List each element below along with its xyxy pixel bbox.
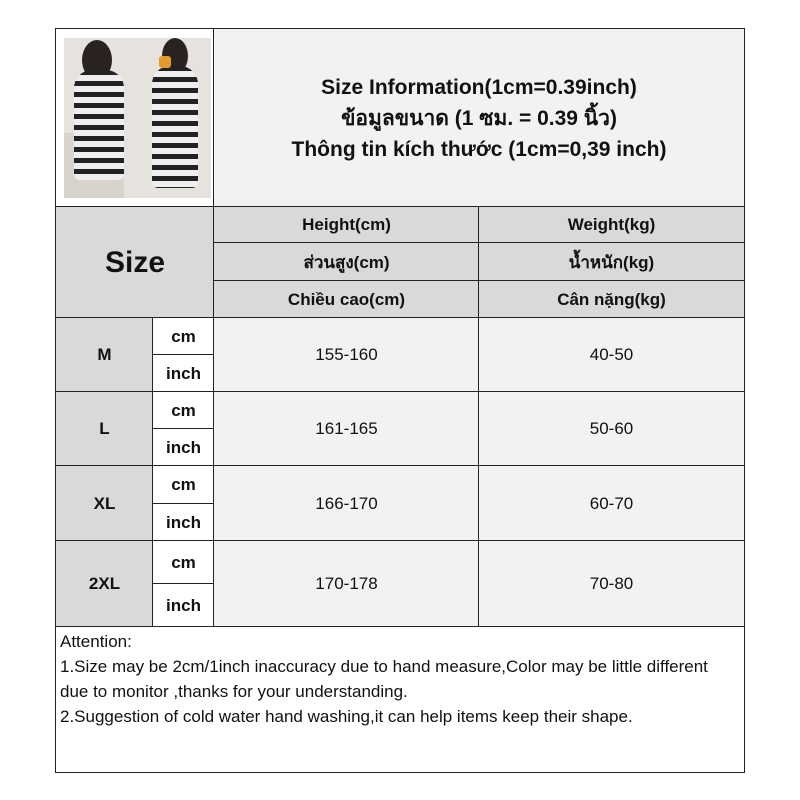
title-english: Size Information(1cm=0.39inch) (321, 75, 637, 99)
height-value-xl: 166-170 (213, 465, 480, 542)
unit-cm: cm (152, 540, 215, 585)
size-cell-m: M (55, 317, 154, 393)
weight-value-2xl: 70-80 (478, 540, 745, 628)
height-value-2xl: 170-178 (213, 540, 480, 628)
weight-value-xl: 60-70 (478, 465, 745, 542)
unit-inch: inch (152, 503, 215, 542)
height-header-th: ส่วนสูง(cm) (213, 242, 480, 282)
height-header-vi: Chiều cao(cm) (213, 280, 480, 319)
weight-value-l: 50-60 (478, 391, 745, 467)
attention-heading: Attention: (60, 632, 132, 651)
weight-header-en: Weight(kg) (478, 206, 745, 244)
attention-note-2: 2.Suggestion of cold water hand washing,… (60, 707, 633, 726)
title-vietnamese: Thông tin kích thước (1cm=0,39 inch) (291, 137, 667, 161)
height-header-en: Height(cm) (213, 206, 480, 244)
height-value-m: 155-160 (213, 317, 480, 393)
weight-header-th: น้ำหนัก(kg) (478, 242, 745, 282)
size-information-title: Size Information(1cm=0.39inch) ข้อมูลขนา… (213, 28, 745, 208)
height-value-l: 161-165 (213, 391, 480, 467)
weight-value-m: 40-50 (478, 317, 745, 393)
size-header: Size (55, 206, 215, 319)
unit-cm: cm (152, 391, 215, 430)
title-thai: ข้อมูลขนาด (1 ซม. = 0.39 นิ้ว) (341, 106, 617, 130)
unit-cm: cm (152, 317, 215, 356)
attention-notes: Attention: 1.Size may be 2cm/1inch inacc… (55, 626, 745, 773)
size-cell-l: L (55, 391, 154, 467)
unit-inch: inch (152, 428, 215, 467)
size-cell-xl: XL (55, 465, 154, 542)
size-cell-2xl: 2XL (55, 540, 154, 628)
attention-note-1: 1.Size may be 2cm/1inch inaccuracy due t… (60, 657, 708, 701)
unit-inch: inch (152, 583, 215, 628)
weight-header-vi: Cân nặng(kg) (478, 280, 745, 319)
unit-cm: cm (152, 465, 215, 505)
product-photo (64, 38, 211, 198)
unit-inch: inch (152, 354, 215, 393)
